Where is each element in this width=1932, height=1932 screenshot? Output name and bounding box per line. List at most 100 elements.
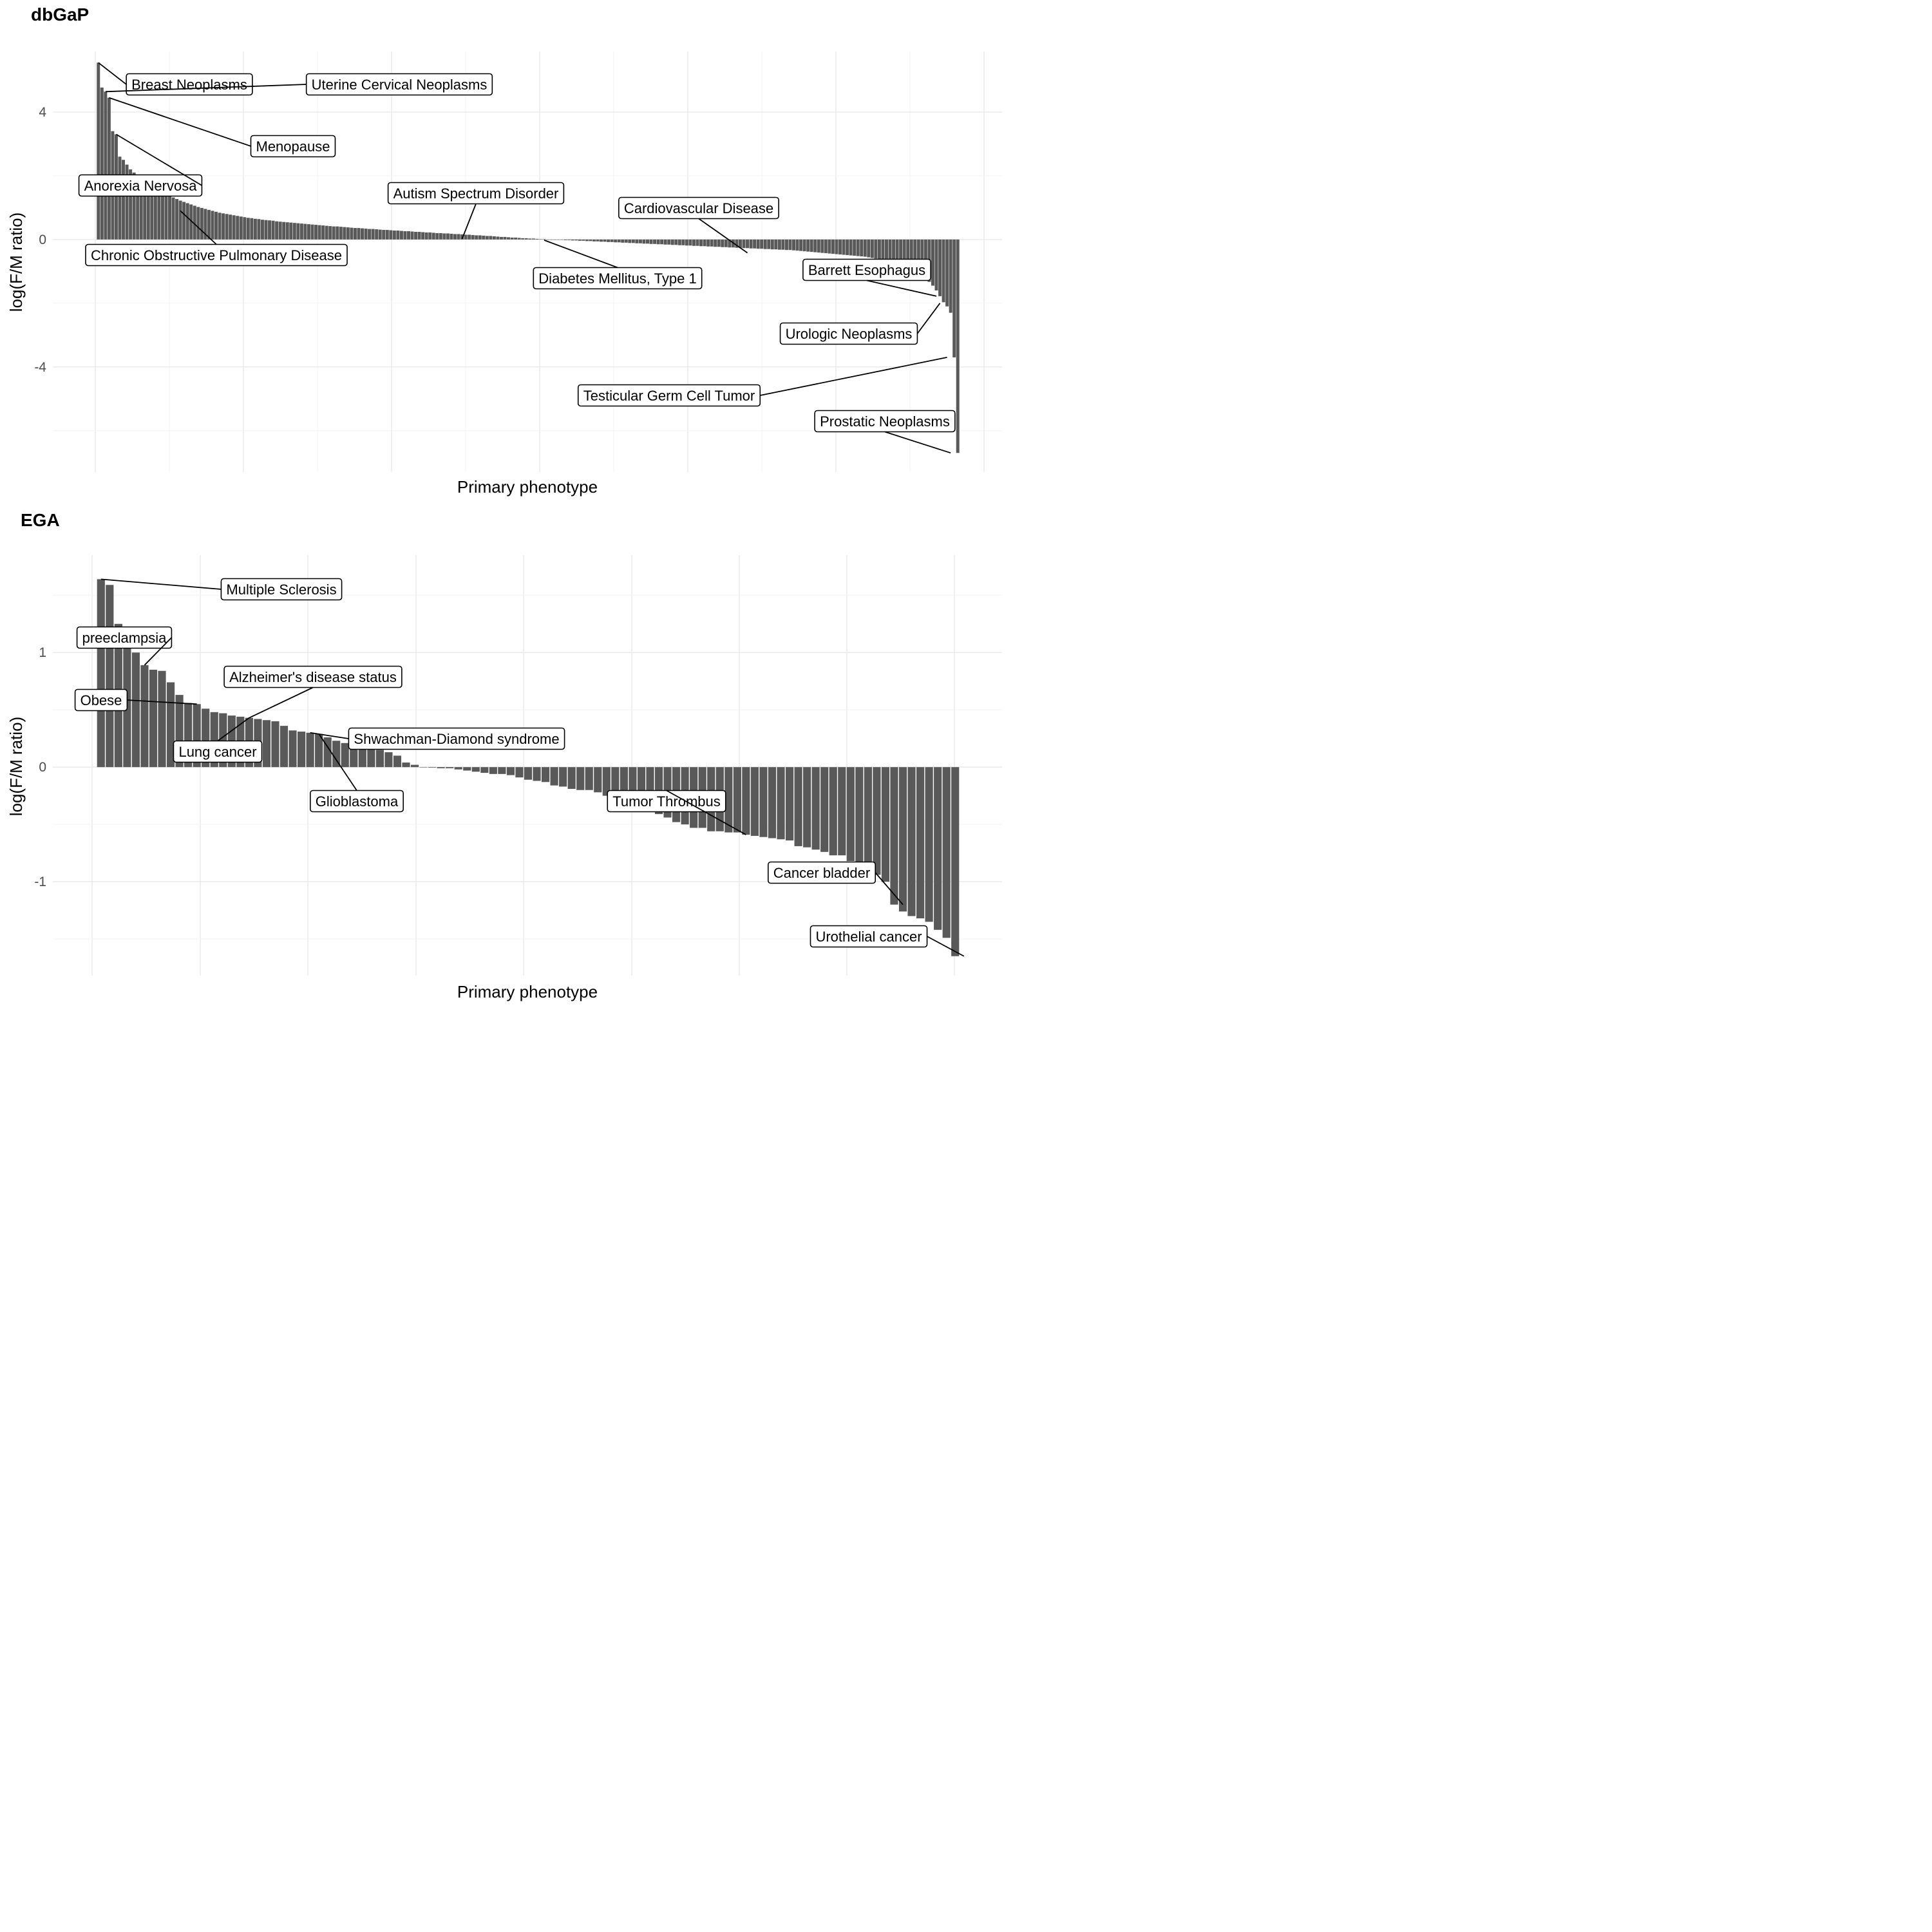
leader-line (884, 431, 951, 454)
bar (795, 239, 799, 251)
bar (460, 234, 464, 240)
bar (550, 767, 558, 786)
annotation-label-text: Anorexia Nervosa (84, 178, 198, 194)
bar (524, 238, 528, 240)
bar (806, 239, 810, 252)
y-tick-label: 0 (39, 760, 46, 775)
bar (378, 229, 382, 240)
bar (803, 767, 811, 848)
bar (510, 237, 514, 240)
bar (289, 730, 297, 768)
bar (442, 233, 446, 240)
bar (542, 239, 546, 240)
bar (842, 239, 846, 255)
bar (653, 239, 657, 244)
bar (104, 91, 108, 240)
leader-line (105, 84, 307, 93)
annotation-label: Tumor Thrombus (607, 790, 746, 835)
bar (454, 767, 462, 770)
bar (885, 239, 888, 261)
bar (132, 172, 136, 240)
bar (424, 232, 428, 240)
bar (767, 239, 771, 249)
bar (531, 238, 535, 240)
bar (297, 732, 306, 768)
bar (735, 239, 739, 248)
bar (166, 682, 175, 768)
bar (517, 238, 521, 240)
dbgap-y-ticks: -4 0 4 (34, 105, 46, 375)
bar (559, 767, 567, 787)
bar (182, 202, 186, 240)
bar (478, 235, 482, 240)
bar (696, 239, 699, 246)
annotation-label-text: Testicular Germ Cell Tumor (583, 388, 755, 404)
bar (670, 239, 674, 245)
bar (175, 199, 179, 240)
bar (178, 200, 182, 240)
annotation-label-text: Urothelial cancer (815, 929, 922, 945)
bar (898, 767, 907, 912)
bar (942, 767, 951, 938)
annotation-label: Chronic Obstructive Pulmonary Disease (85, 210, 348, 267)
bar (835, 239, 838, 254)
bar (721, 239, 724, 247)
bar (285, 222, 289, 240)
ega-y-ticks: -1 0 1 (34, 645, 46, 889)
bar (533, 767, 541, 781)
annotation-label-text: Chronic Obstructive Pulmonary Disease (91, 247, 342, 263)
bar (157, 189, 161, 240)
annotation-label: Lung cancer (173, 717, 263, 763)
bar (906, 239, 910, 267)
bar (949, 239, 952, 313)
bar (317, 225, 321, 240)
leader-line (98, 62, 127, 85)
bar (649, 239, 653, 244)
bar (450, 233, 453, 240)
bar (153, 187, 157, 240)
bar (282, 222, 286, 240)
bar (817, 239, 820, 253)
bar (890, 767, 898, 905)
bar (332, 741, 341, 768)
bar (792, 239, 796, 251)
bar (239, 216, 243, 240)
bar (667, 239, 671, 245)
bar (692, 239, 696, 246)
bar (938, 239, 942, 296)
bar (482, 235, 486, 240)
bar (784, 239, 788, 251)
leader-line (916, 303, 941, 334)
annotation-label-text: preeclampsia (82, 630, 167, 646)
annotation-label-text: Tumor Thrombus (612, 793, 721, 810)
bar (336, 226, 339, 240)
bar (321, 225, 325, 240)
bar (357, 228, 361, 240)
bar (225, 214, 229, 240)
bar (353, 228, 357, 240)
bar (759, 767, 768, 837)
bar (97, 62, 100, 240)
bar (567, 767, 576, 789)
bar (785, 767, 794, 841)
bar (781, 239, 785, 250)
bar (714, 239, 717, 247)
bar (824, 239, 828, 254)
bar (642, 239, 646, 244)
bar (585, 767, 593, 790)
bar (139, 178, 143, 240)
bar (296, 223, 300, 240)
bar (358, 745, 366, 768)
bar (250, 218, 254, 240)
bar (638, 239, 642, 243)
annotation-label: Cancer bladder (767, 861, 904, 905)
bar (367, 747, 375, 768)
annotation-label: Urothelial cancer (810, 925, 965, 957)
bar (399, 231, 403, 240)
bar (945, 239, 949, 307)
dbgap-labels: Breast Neoplasms Uterine Cervical Neoplas… (78, 62, 956, 454)
bar (407, 231, 410, 240)
bar (703, 239, 706, 247)
bar (222, 213, 225, 240)
bar (688, 239, 692, 246)
